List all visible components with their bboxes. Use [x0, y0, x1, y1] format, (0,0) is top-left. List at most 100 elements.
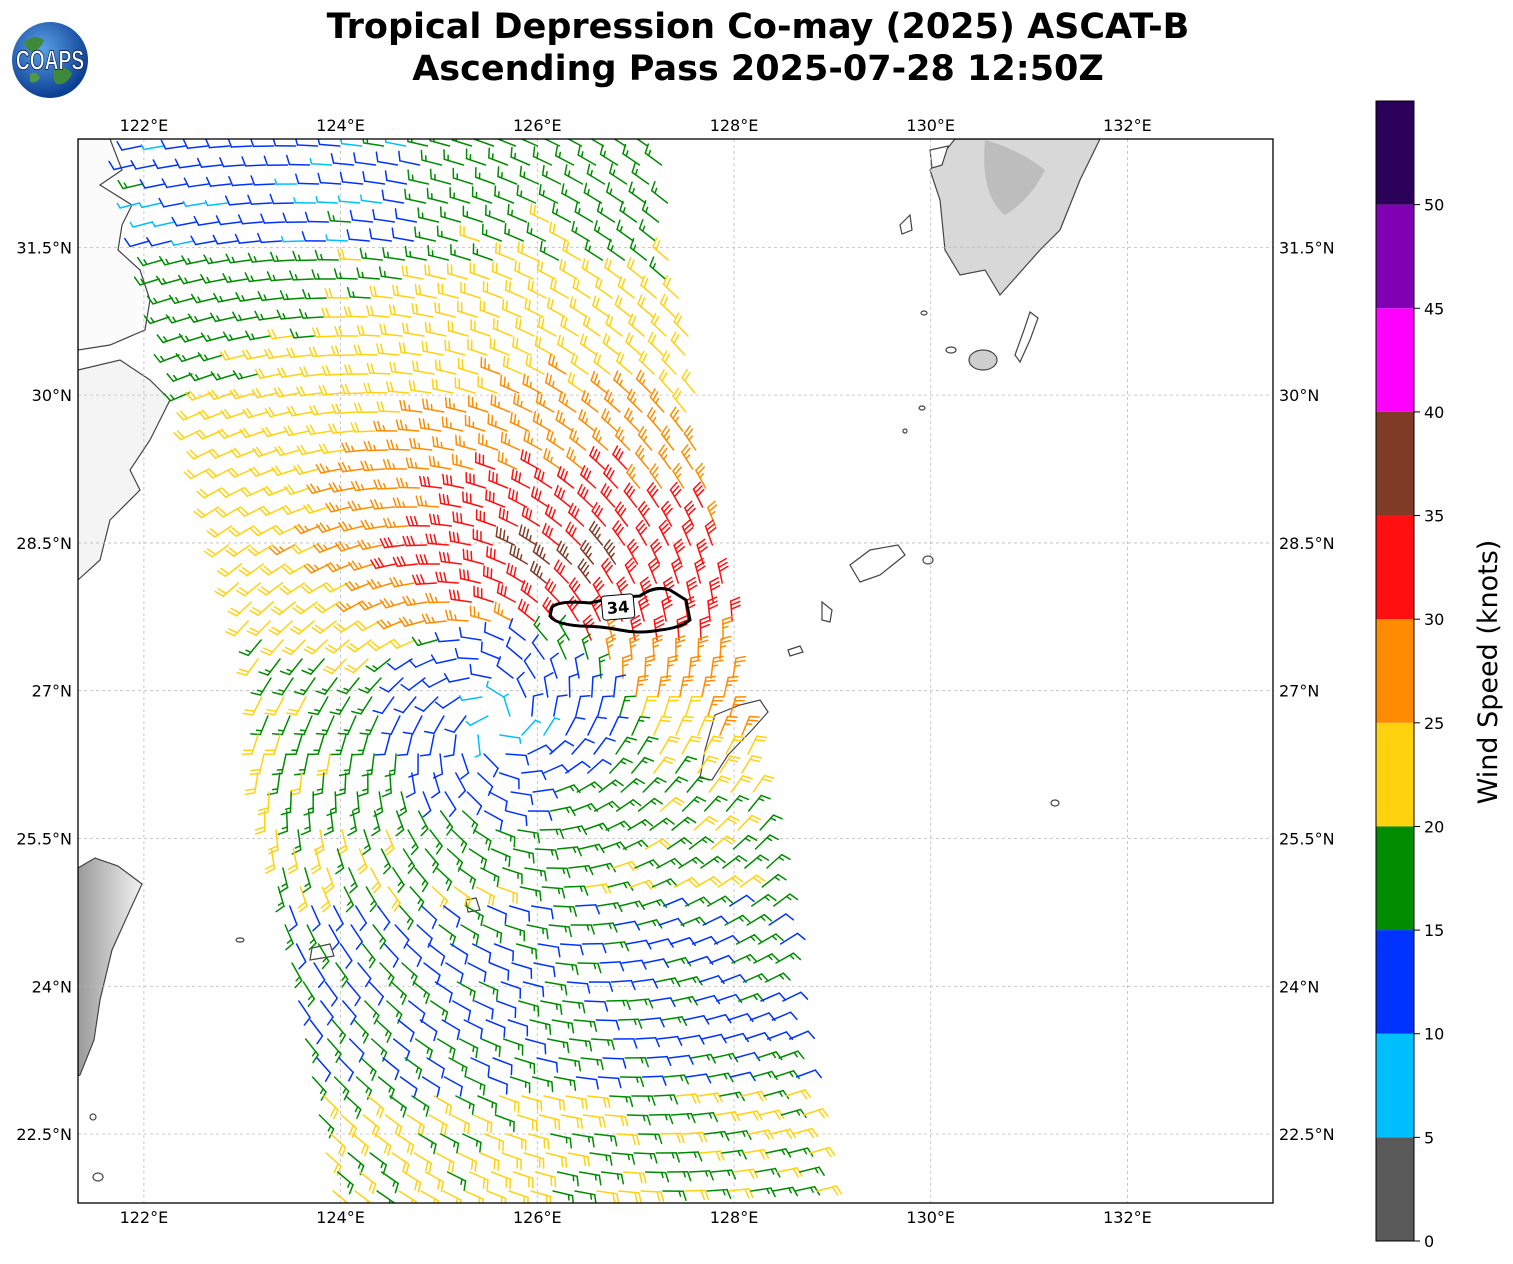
wind-barb — [245, 330, 271, 341]
wind-barb — [798, 1166, 825, 1176]
wind-barb — [443, 1076, 463, 1097]
lat-tick-label: 25.5°N — [16, 829, 72, 848]
wind-barb — [225, 253, 252, 264]
wind-barb — [685, 695, 703, 717]
wind-barb — [640, 1190, 665, 1202]
wind-barb — [405, 772, 416, 798]
wind-barb — [178, 333, 205, 343]
wind-barb — [538, 183, 559, 204]
wind-barb — [599, 961, 625, 972]
wind-barb — [509, 1076, 531, 1094]
wind-barb — [553, 905, 578, 917]
wind-barb — [521, 770, 547, 781]
lon-tick-label: 122°E — [120, 1208, 169, 1227]
wind-barb — [468, 848, 488, 870]
wind-barb — [802, 1108, 829, 1119]
wind-barb — [333, 620, 359, 633]
wind-barb — [489, 962, 510, 981]
wind-barb — [108, 160, 135, 171]
wind-barb — [437, 282, 459, 299]
wind-barb — [175, 353, 202, 363]
wind-barb — [328, 423, 354, 434]
wind-barb — [582, 314, 601, 337]
wind-barb — [505, 753, 530, 766]
wind-barb — [124, 237, 151, 248]
wind-barb — [496, 656, 514, 679]
wind-barb — [663, 1074, 690, 1085]
wind-barb — [341, 442, 367, 453]
wind-barb — [631, 1095, 656, 1106]
wind-barb — [334, 326, 359, 337]
wind-barb — [397, 791, 408, 818]
wind-barb — [528, 1133, 550, 1150]
wind-barb — [688, 836, 715, 850]
wind-barb — [638, 1133, 663, 1145]
wind-barb — [247, 252, 274, 263]
wind-barb — [424, 321, 447, 337]
wind-barb — [330, 153, 355, 166]
wind-barb — [237, 214, 264, 225]
wind-barb — [616, 351, 633, 375]
wind-barb — [335, 601, 362, 613]
wind-barb — [538, 1114, 561, 1131]
wind-barb — [504, 222, 525, 242]
wind-barb — [673, 312, 689, 337]
wind-barb — [507, 203, 528, 223]
colorbar-bin — [1376, 826, 1414, 931]
wind-barb — [322, 658, 347, 675]
lat-tick-label: 22.5°N — [1279, 1125, 1335, 1144]
wind-barb — [200, 273, 226, 284]
wind-barb — [543, 1095, 566, 1111]
wind-barb — [532, 146, 553, 166]
wind-barb — [598, 779, 624, 793]
wind-barb — [655, 1152, 681, 1163]
wind-barb — [151, 221, 176, 228]
wind-barb — [569, 296, 588, 318]
wind-barb — [567, 371, 586, 394]
wind-barb — [272, 139, 297, 147]
wind-barb — [273, 387, 300, 398]
wind-barb — [541, 164, 562, 185]
wind-barb — [782, 991, 809, 1002]
wind-barb — [604, 389, 621, 413]
wind-barb — [353, 1019, 369, 1044]
wind-barb — [449, 186, 471, 204]
wind-barb — [514, 260, 534, 280]
wind-barb — [212, 234, 239, 245]
wind-barb — [489, 337, 510, 356]
wind-barb — [660, 1132, 685, 1144]
wind-barb — [402, 715, 423, 735]
wind-barb — [334, 541, 362, 552]
wind-barb — [338, 521, 365, 532]
wind-34kt-contour — [548, 587, 692, 634]
wind-barb — [335, 772, 347, 797]
wind-barb — [672, 387, 687, 413]
wind-barb — [250, 175, 276, 186]
wind-barb — [254, 810, 266, 835]
wind-barb — [436, 867, 453, 892]
wind-barb — [577, 144, 597, 166]
wind-barb — [631, 162, 650, 185]
wind-barb — [438, 493, 462, 508]
wind-barb — [234, 233, 261, 244]
wind-barb — [593, 352, 611, 375]
wind-barb — [555, 145, 575, 166]
wind-barb — [757, 933, 784, 945]
lon-tick-label: 130°E — [906, 1208, 955, 1227]
wind-barb — [531, 1076, 554, 1093]
wind-barb — [574, 201, 594, 223]
wind-barb — [497, 886, 518, 905]
wind-barb — [624, 557, 637, 584]
wind-barb — [352, 734, 369, 756]
wind-barb — [222, 331, 249, 342]
wind-barb — [470, 1057, 491, 1077]
wind-barb — [619, 900, 645, 910]
wind-barb — [565, 716, 586, 736]
wind-barb — [342, 1000, 357, 1026]
wind-barb — [649, 817, 675, 831]
wind-barb — [293, 464, 320, 475]
wind-barb — [614, 501, 629, 527]
wind-barb — [661, 1016, 688, 1027]
wind-barb — [566, 446, 584, 470]
wind-barb — [224, 195, 251, 206]
